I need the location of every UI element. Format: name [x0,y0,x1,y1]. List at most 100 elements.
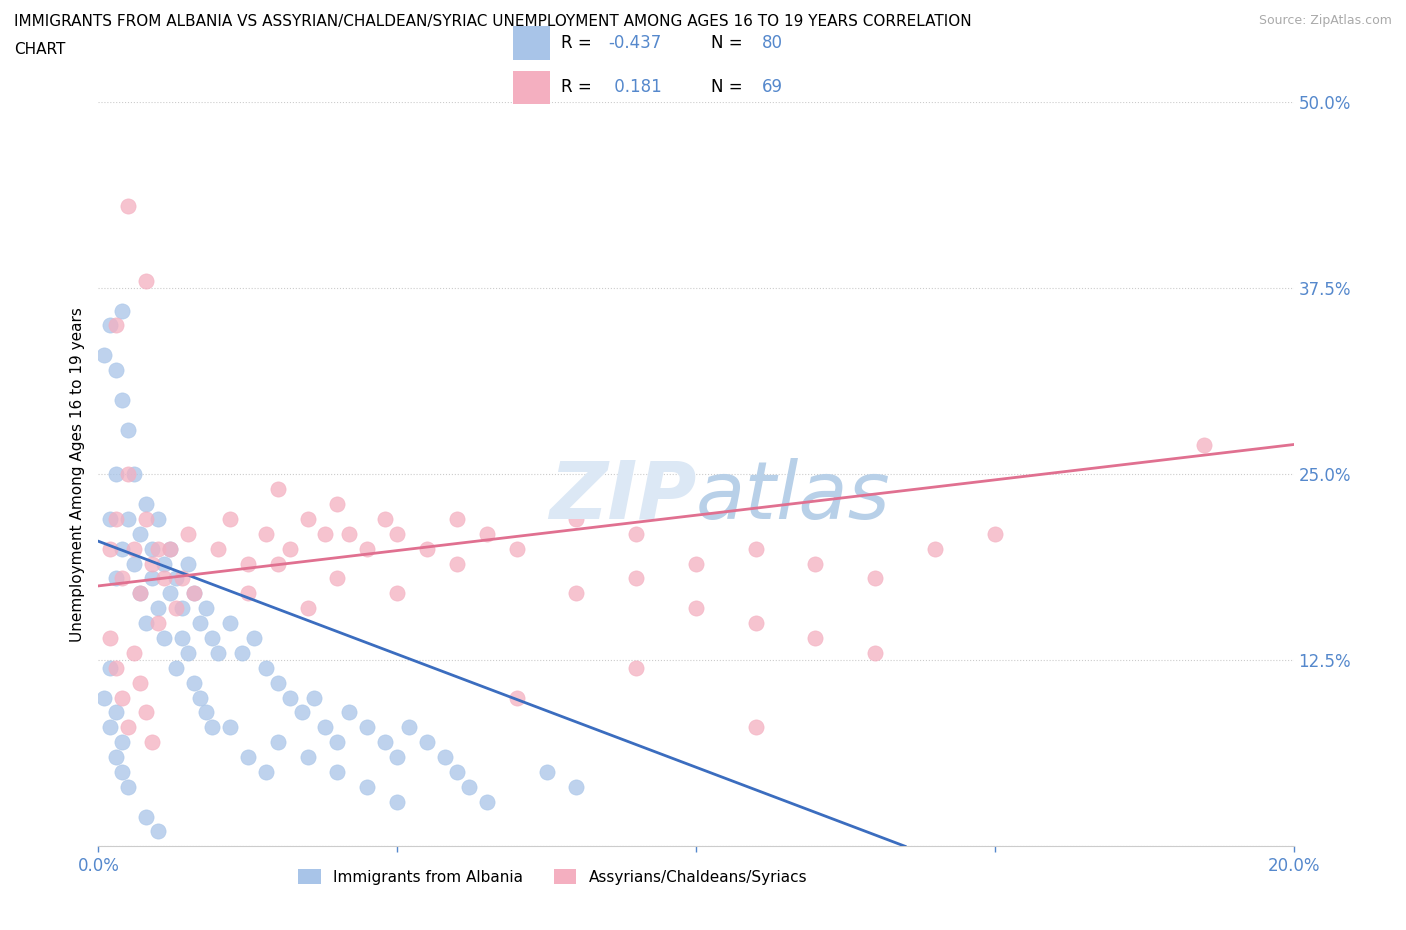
Point [297,512,319,526]
Point [236,750,259,764]
Point [475,794,498,809]
Y-axis label: Unemployment Among Ages 16 to 19 years: Unemployment Among Ages 16 to 19 years [69,307,84,642]
Point [865,645,887,660]
Point [865,571,887,586]
Point [165,571,187,586]
Point [804,556,827,571]
Point [105,750,128,764]
Point [506,541,529,556]
Point [254,764,277,779]
Point [148,824,170,839]
Point [159,586,181,601]
Point [93,690,115,705]
Point [195,705,218,720]
Point [148,512,170,526]
Point [111,303,134,318]
Point [219,720,242,735]
Point [207,541,229,556]
Point [183,675,205,690]
Point [111,541,134,556]
Point [385,526,409,541]
Text: Source: ZipAtlas.com: Source: ZipAtlas.com [1258,14,1392,27]
Point [124,645,146,660]
Point [385,750,409,764]
Point [267,735,290,750]
Point [105,660,128,675]
Point [458,779,481,794]
Point [105,571,128,586]
Point [475,526,498,541]
Point [416,541,439,556]
Point [135,616,157,631]
Point [98,660,122,675]
Point [254,526,277,541]
Point [267,482,290,497]
Point [188,690,211,705]
Point [984,526,1007,541]
Point [745,616,768,631]
Point [165,601,187,616]
Point [374,735,396,750]
Legend: Immigrants from Albania, Assyrians/Chaldeans/Syriacs: Immigrants from Albania, Assyrians/Chald… [291,862,814,891]
Point [626,526,648,541]
Point [105,705,128,720]
Point [183,586,205,601]
Point [446,512,468,526]
Point [183,586,205,601]
Point [278,690,301,705]
Point [326,735,349,750]
Point [536,764,558,779]
Point [124,541,146,556]
Point [111,735,134,750]
Point [111,571,134,586]
Point [685,556,707,571]
Point [124,556,146,571]
Text: R =: R = [561,33,598,52]
Point [188,616,211,631]
Text: -0.437: -0.437 [609,33,662,52]
Text: 80: 80 [762,33,783,52]
Point [1192,437,1215,452]
Point [278,541,301,556]
Point [153,556,176,571]
Point [254,660,277,675]
Point [416,735,439,750]
Point [565,779,588,794]
Text: IMMIGRANTS FROM ALBANIA VS ASSYRIAN/CHALDEAN/SYRIAC UNEMPLOYMENT AMONG AGES 16 T: IMMIGRANTS FROM ALBANIA VS ASSYRIAN/CHAL… [14,14,972,29]
Point [374,512,396,526]
Point [267,556,290,571]
Point [219,616,242,631]
Text: 0.181: 0.181 [609,78,661,97]
Point [326,764,349,779]
Point [172,601,194,616]
Point [111,690,134,705]
Point [356,720,378,735]
Point [326,497,349,512]
Point [291,705,314,720]
Point [129,586,152,601]
Point [297,601,319,616]
Point [98,541,122,556]
Point [141,735,163,750]
Point [446,764,468,779]
Point [148,601,170,616]
Point [105,318,128,333]
Point [236,586,259,601]
Point [105,363,128,378]
Text: 69: 69 [762,78,783,97]
Point [117,720,139,735]
Point [195,601,218,616]
Point [385,794,409,809]
Point [745,541,768,556]
Point [159,541,181,556]
Point [172,571,194,586]
Point [339,705,361,720]
Point [177,645,200,660]
Point [267,675,290,690]
Point [135,809,157,824]
Point [165,660,187,675]
Point [124,467,146,482]
Point [93,348,115,363]
Point [356,779,378,794]
Text: atlas: atlas [696,458,891,536]
